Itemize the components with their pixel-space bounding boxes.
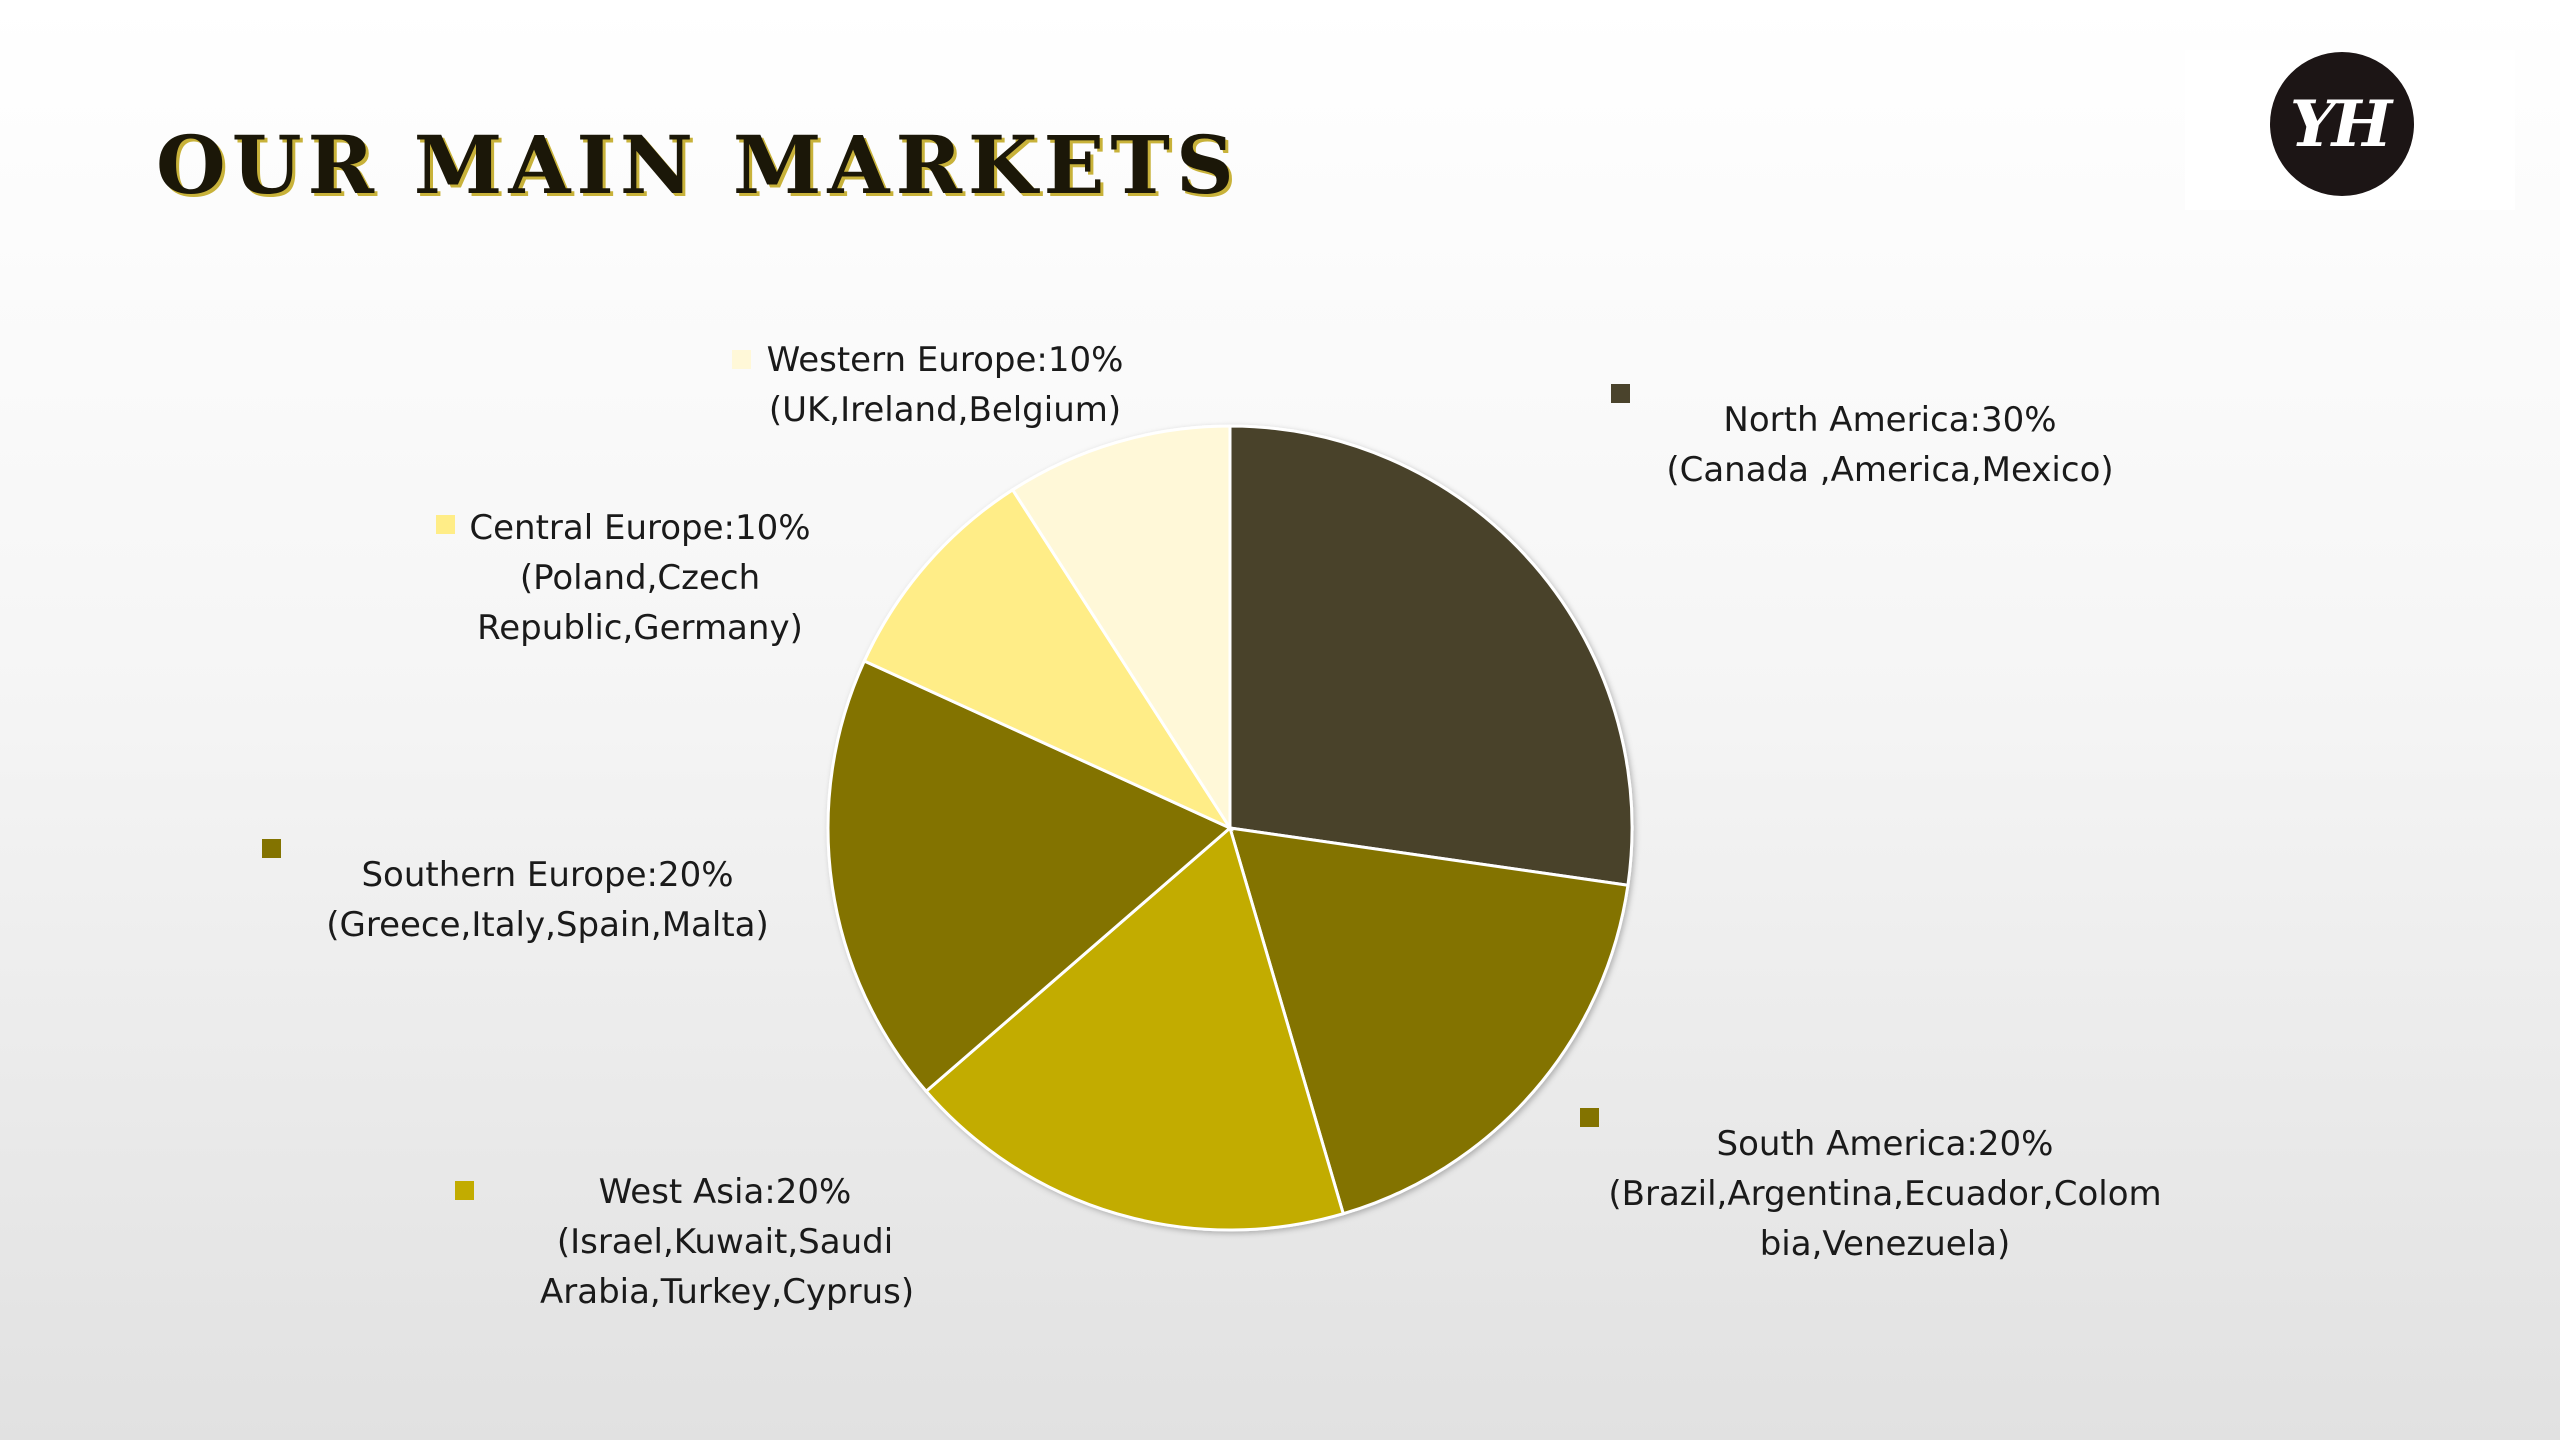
legend-label-line: Southern Europe:20% <box>361 855 734 895</box>
pie-slice-western-europe <box>1010 424 1232 834</box>
legend-label-line: South America:20% <box>1716 1124 2054 1164</box>
legend-label-southern-europe: Southern Europe:20% (Greece,Italy,Spain,… <box>310 850 785 950</box>
legend-label-central-europe: Central Europe:10% (Poland,Czech Republi… <box>465 503 815 653</box>
legend-label-line: (Israel,Kuwait,Saudi <box>556 1222 894 1262</box>
legend-marker-western-europe <box>732 350 751 369</box>
legend-label-west-asia: West Asia:20% (Israel,Kuwait,Saudi Arabi… <box>540 1167 915 1317</box>
legend-marker-central-europe <box>436 515 455 534</box>
company-logo: YH <box>2270 52 2414 196</box>
legend-label-north-america: North America:30% (Canada ,America,Mexic… <box>1660 395 2120 495</box>
legend-label-line: West Asia:20% <box>598 1172 852 1212</box>
legend-marker-southern-europe <box>262 839 281 858</box>
legend-label-line: Central Europe:10% <box>469 508 811 548</box>
logo-text: YH <box>2289 86 2392 162</box>
legend-marker-north-america <box>1611 384 1630 403</box>
legend-label-western-europe: Western Europe:10% (UK,Ireland,Belgium) <box>760 335 1130 435</box>
pie-slice-central-europe <box>862 487 1235 832</box>
pie-slice-south-america <box>1227 826 1630 1216</box>
legend-label-line: bia,Venezuela) <box>1759 1224 2011 1264</box>
legend-label-line: Republic,Germany) <box>477 608 803 648</box>
legend-marker-south-america <box>1580 1108 1599 1127</box>
legend-label-line: (Canada ,America,Mexico) <box>1666 450 2114 490</box>
legend-label-line: (Poland,Czech <box>519 558 761 598</box>
legend-label-line: Arabia,Turkey,Cyprus) <box>540 1272 915 1312</box>
legend-label-south-america: South America:20% (Brazil,Argentina,Ecua… <box>1600 1119 2170 1269</box>
legend-marker-west-asia <box>455 1181 474 1200</box>
slide-title: OUR MAIN MARKETS <box>156 118 1240 212</box>
legend-label-line: Western Europe:10% <box>766 340 1124 380</box>
pie-slice-west-asia <box>924 825 1346 1232</box>
legend-label-line: (UK,Ireland,Belgium) <box>768 390 1122 430</box>
pie-slices <box>826 424 1634 1232</box>
legend-label-line: (Greece,Italy,Spain,Malta) <box>326 905 769 945</box>
pie-slice-north-america <box>1228 424 1634 887</box>
pie-slice-southern-europe <box>826 659 1233 1094</box>
legend-label-line: North America:30% <box>1723 400 2057 440</box>
legend-label-line: (Brazil,Argentina,Ecuador,Colom <box>1608 1174 2162 1214</box>
